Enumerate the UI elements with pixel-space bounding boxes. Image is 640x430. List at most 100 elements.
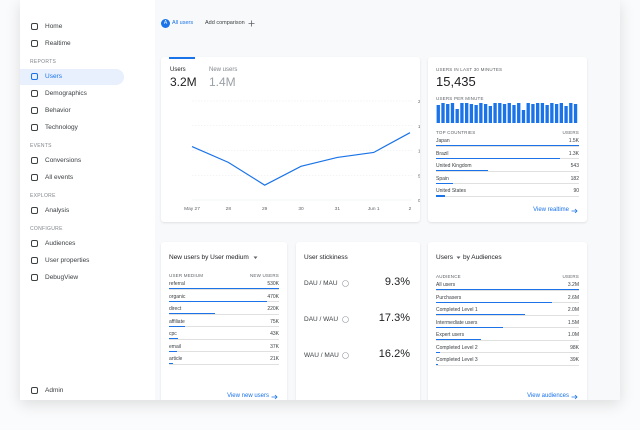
row-track [169,351,279,352]
row-bar [169,338,178,340]
bar [507,103,511,123]
row-track [169,313,279,315]
arrow-path [571,394,578,400]
row-bar [436,351,441,353]
help-circle [342,280,349,287]
nav-item[interactable]: Audiences [20,236,124,252]
x-tick-label: Jun 1 [368,206,380,212]
row-value: 98K [570,344,579,351]
nav-item[interactable]: All events [20,170,124,186]
arrow-icon [571,394,578,400]
row-label: direct [169,306,182,312]
nav-item[interactable]: Conversions [20,153,124,169]
nav-item[interactable]: Analysis [20,203,124,219]
row-label: cpc [169,331,177,337]
row-bar [436,145,579,147]
bar [465,103,469,123]
row-bar [436,314,526,316]
table-header: USERS [562,274,579,279]
row-label: Intermediate users [436,319,478,326]
nav-icon [31,40,38,47]
row-label: organic [169,293,186,300]
bar [436,105,440,123]
nav-icon [31,23,38,30]
caret [456,256,461,259]
ratio-label: DAU / WAU [304,316,339,323]
row-bar [436,157,560,159]
nav-icon [31,257,38,264]
arrow-icon [271,394,278,400]
row-bar [436,195,445,197]
sidebar: Home Realtime REPORTS Users Demographics Beha… [20,0,155,400]
row-track [169,363,279,365]
bar [441,103,445,123]
card-title[interactable]: New users by User medium [169,254,249,261]
comparison-badge: A [161,19,170,28]
nav-icon [31,240,38,247]
bar [550,103,554,123]
row-value: 43K [270,331,279,337]
metric-label[interactable]: New users [209,67,238,73]
nav-icon [31,157,38,164]
row-label: article [169,356,183,362]
row-value: 2.6M [567,294,579,301]
row-value: 2.0M [567,307,579,313]
nav-item[interactable]: Behavior [20,103,124,119]
row-track [436,339,579,341]
nav-item[interactable]: Users [20,69,124,85]
nav-item[interactable]: DebugView [20,270,124,286]
card-title[interactable]: Users [436,254,453,261]
section-heading: EXPLORE [30,193,56,199]
metric-label[interactable]: Users [170,67,186,73]
arrow-path [571,208,578,214]
row-label: Spain [436,175,449,182]
bar [526,103,530,123]
nav-item[interactable]: Demographics [20,86,124,102]
bar [554,104,559,123]
row-label: United Kingdom [436,163,472,170]
row-label: Brazil [436,150,449,157]
bar [531,104,535,123]
nav-icon [31,274,38,281]
x-tick-label: 28 [226,206,232,212]
realtime-card: USERS IN LAST 30 MINUTES 15,435 USERS PER … [428,57,587,222]
row-value: 90 [573,188,579,195]
y-tick-label: 2M [418,99,420,104]
ratio-value: 16.2% [378,348,410,360]
view-link[interactable]: View audiences [527,393,569,399]
nav-item[interactable]: User properties [20,253,124,269]
line-chart: 0 500K 1M 1.5M 2M May 27 28 29 30 31 Jun 1 2 [184,99,420,212]
bar [469,104,474,123]
row-value: 1.3K [568,150,579,157]
y-tick-label: 1M [418,149,420,154]
row-track [436,352,579,353]
nav-item[interactable]: Technology [20,120,124,136]
help-icon [342,352,349,359]
row-label: affiliate [169,318,185,325]
add-comparison[interactable]: Add comparison [205,20,245,26]
row-label: email [169,343,181,350]
row-track [436,195,579,197]
view-link[interactable]: View realtime [533,207,569,213]
view-link[interactable]: View new users [227,393,269,399]
app-window: Home Realtime REPORTS Users Demographics Beha… [20,0,620,400]
ratio-value: 9.3% [384,276,410,288]
row-track [436,170,579,172]
nav-item[interactable]: Admin [20,383,124,399]
bar [521,110,526,123]
nav-item[interactable]: Realtime [20,36,124,52]
row-bar [169,325,185,327]
nav-item[interactable]: Home [20,19,124,35]
row-value: 1.0M [567,332,579,338]
row-label: Completed Level 1 [436,307,478,313]
row-label: Completed Level 2 [436,344,478,351]
dropdown-icon [253,256,258,259]
row-bar [436,182,454,184]
card-title-suffix: by Audiences [463,254,502,261]
arrow-icon [571,208,578,214]
row-bar [169,288,279,290]
row-bar [169,363,174,365]
metric-value: 3.2M [170,75,197,89]
medium-card: New users by User medium USER MEDIUM NEW U… [161,242,287,400]
comparison-chip[interactable]: All users [172,20,194,26]
